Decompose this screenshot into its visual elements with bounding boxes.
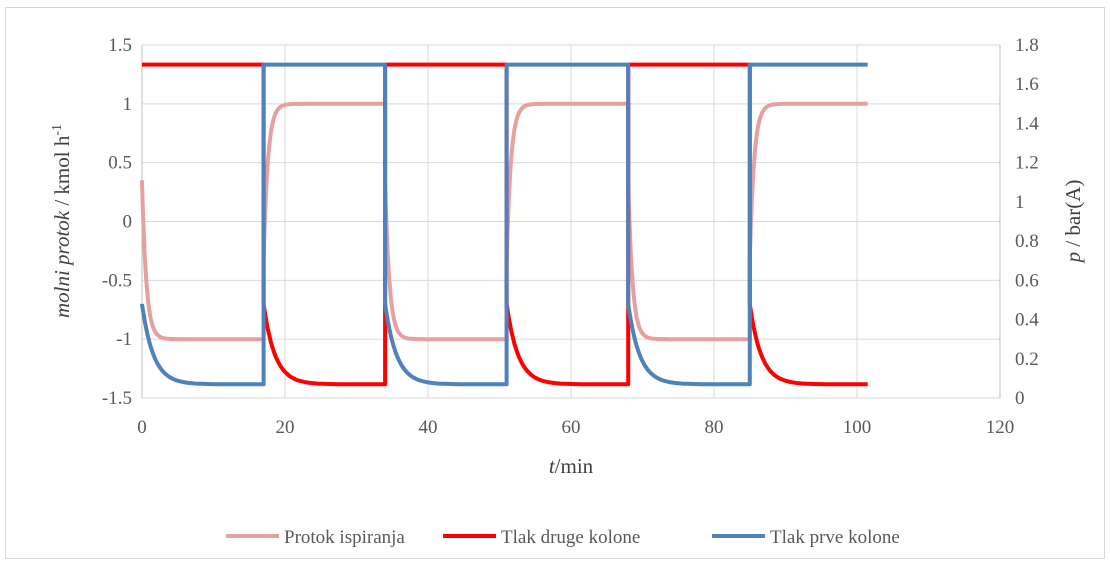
y-left-axis-title: molni protok / kmol h-1	[50, 124, 74, 318]
y-left-axis-title-italic: molni protok	[50, 210, 74, 318]
x-tick-label: 100	[843, 417, 872, 438]
y-right-tick-label: 0.6	[1015, 270, 1039, 291]
y-left-tick-label: -1	[116, 329, 132, 350]
y-right-tick-label: 0.2	[1015, 349, 1039, 370]
series-tlak-prve-kolone	[140, 62, 868, 387]
y-left-tick-label: 0.5	[108, 153, 132, 174]
legend-label-tlak-prve-kolone: Tlak prve kolone	[770, 527, 900, 548]
y-left-axis-title-rest: / kmol h	[50, 135, 74, 211]
x-axis-title-italic: t	[549, 454, 556, 478]
tick-layer: -1.5-1-0.500.511.50 20 40 60 80 100 12000.20.4…	[102, 35, 1039, 438]
y-right-axis-title-rest: / bar(A)	[1061, 180, 1085, 252]
x-tick-label: 120	[986, 417, 1015, 438]
x-tick-label: 20	[276, 417, 295, 438]
y-left-tick-label: -1.5	[102, 388, 132, 409]
x-tick-label: 60	[562, 417, 581, 438]
x-tick-label: 0	[137, 417, 147, 438]
legend-label-protok-ispiranja: Protok ispiranja	[284, 527, 405, 548]
chart-border	[5, 7, 1105, 559]
x-axis-title-rest: /min	[555, 454, 594, 478]
series-layer	[140, 62, 868, 387]
y-right-tick-label: 1.2	[1015, 153, 1039, 174]
y-right-tick-label: 1.6	[1015, 74, 1039, 95]
y-right-tick-label: 0	[1015, 388, 1025, 409]
y-right-tick-label: 0.8	[1015, 231, 1039, 252]
legend: Protok ispiranja Tlak druge kolone Tlak …	[226, 527, 900, 548]
x-tick-label: 40	[419, 417, 438, 438]
y-left-tick-label: 1	[123, 94, 133, 115]
y-left-axis-title-sup: -1	[50, 124, 65, 136]
y-right-axis-title-italic: p	[1061, 252, 1085, 265]
y-left-tick-label: -0.5	[102, 270, 132, 291]
y-left-tick-label: 0	[123, 212, 133, 233]
y-right-tick-label: 1.8	[1015, 35, 1039, 56]
y-right-tick-label: 0.4	[1015, 310, 1039, 331]
x-tick-label: 80	[705, 417, 724, 438]
y-left-tick-label: 1.5	[108, 35, 132, 56]
y-right-axis-title: p / bar(A)	[1061, 180, 1085, 265]
y-right-tick-label: 1	[1015, 192, 1025, 213]
x-axis-title: t/min	[549, 454, 594, 478]
legend-label-tlak-druge-kolone: Tlak druge kolone	[501, 527, 640, 548]
y-right-tick-label: 1.4	[1015, 113, 1039, 134]
